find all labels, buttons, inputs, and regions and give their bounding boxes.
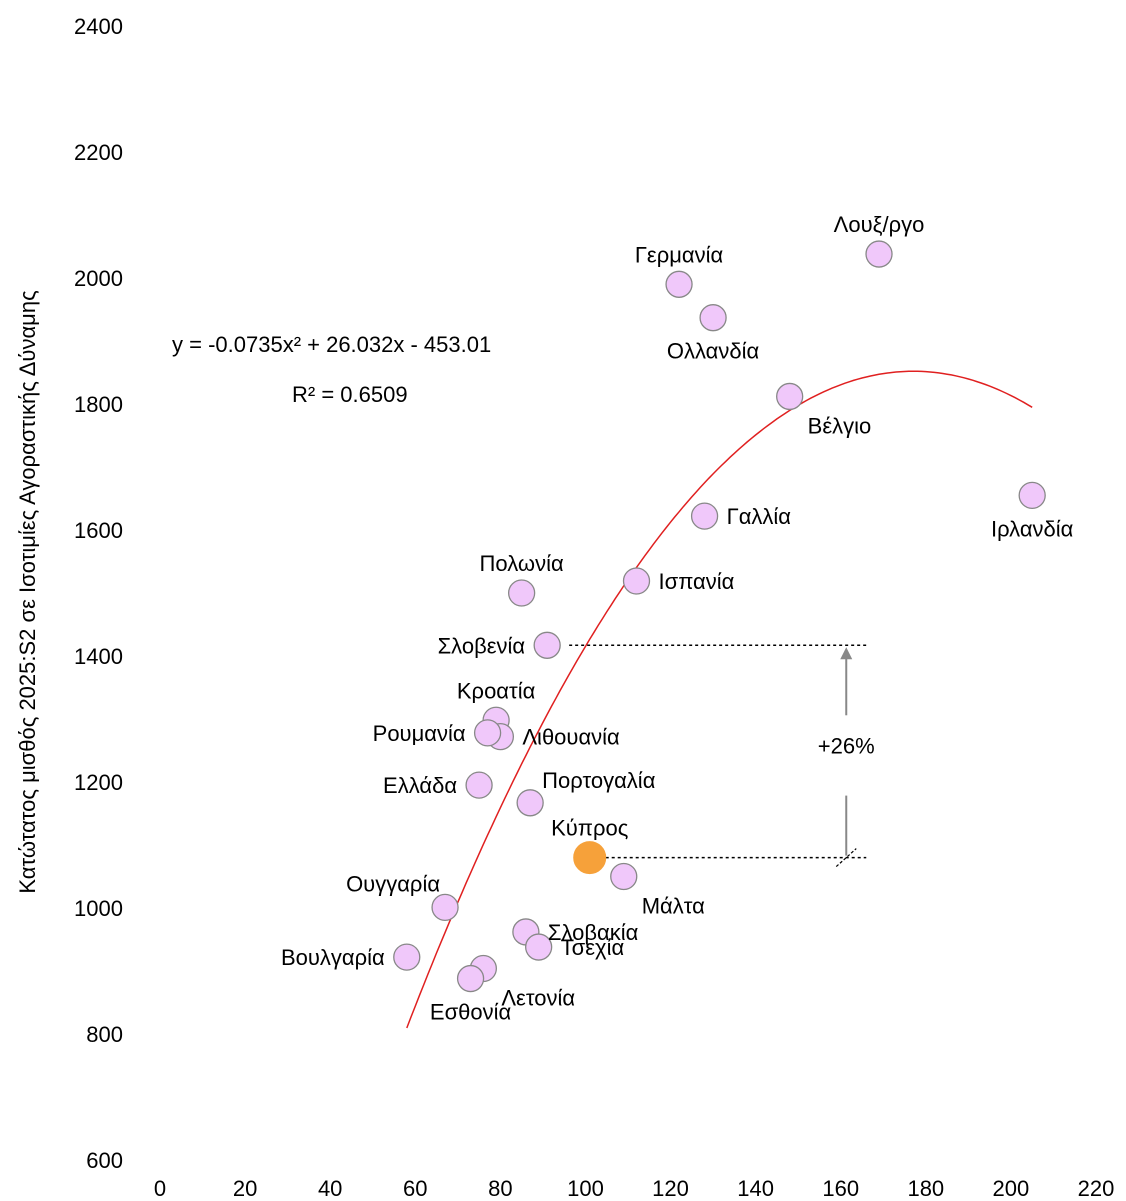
point-label: Σλοβενία: [438, 633, 526, 658]
y-tick-label: 800: [86, 1022, 123, 1047]
x-tick-label: 60: [403, 1176, 427, 1201]
point-label: Ρουμανία: [373, 721, 466, 746]
y-axis-ticks: 2400 2200 2000 1800 1600 1400 1200 1000 800 600: [74, 14, 123, 1173]
data-point: [431, 893, 459, 922]
point-label: Πολωνία: [480, 551, 564, 576]
point-label: Βουλγαρία: [281, 945, 385, 970]
data-point: [865, 240, 893, 268]
point-label: Ελλάδα: [383, 773, 457, 798]
x-tick-label: 80: [488, 1176, 512, 1201]
gap-annotation: +26%: [569, 644, 875, 868]
point-label: Ολλανδία: [667, 339, 760, 364]
data-point: [610, 862, 638, 891]
data-points: [393, 240, 1046, 993]
data-point: [465, 771, 493, 799]
trend-equation: y = -0.0735x² + 26.032x - 453.01: [172, 332, 491, 357]
y-tick-label: 1000: [74, 896, 123, 921]
y-tick-label: 1400: [74, 644, 123, 669]
point-label: Λιθουανία: [522, 725, 620, 750]
x-tick-label: 0: [154, 1176, 166, 1201]
point-label: Λουξ/ργο: [834, 212, 925, 237]
data-point: [525, 933, 553, 961]
data-point: [776, 382, 804, 411]
point-label: Λετονία: [501, 985, 575, 1010]
y-tick-label: 1200: [74, 770, 123, 795]
y-tick-label: 2000: [74, 266, 123, 291]
trendline: [406, 370, 1033, 1029]
point-labels: Λουξ/ργο Γερμανία Ολλανδία Βέλγιο Ιρλανδία Γα…: [281, 212, 1074, 1025]
x-tick-label: 200: [993, 1176, 1030, 1201]
point-label: Γαλλία: [727, 504, 792, 529]
x-tick-label: 100: [567, 1176, 604, 1201]
y-tick-label: 1800: [74, 392, 123, 417]
data-point: [516, 789, 544, 817]
point-label: Βέλγιο: [808, 413, 872, 438]
point-label: Κύπρος: [551, 816, 628, 841]
highlight-point: [573, 841, 607, 875]
y-tick-label: 2200: [74, 140, 123, 165]
x-tick-label: 120: [652, 1176, 689, 1201]
point-label: Ισπανία: [659, 569, 735, 594]
x-tick-label: 160: [822, 1176, 859, 1201]
point-label: Τσεχία: [561, 935, 625, 960]
data-point: [699, 304, 727, 332]
point-label: Κροατία: [457, 678, 536, 703]
arrow-tail-mark: [835, 848, 857, 868]
data-point: [1018, 481, 1046, 510]
y-tick-label: 600: [86, 1148, 123, 1173]
y-axis-label-group: Κατώτατος μισθός 2025:S2 σε Ισοτιμίες Αγ…: [15, 290, 40, 893]
arrow-head: [840, 647, 853, 660]
data-point: [393, 943, 421, 971]
y-tick-label: 2400: [74, 14, 123, 39]
data-point: [473, 719, 502, 747]
point-label: Γερμανία: [635, 242, 724, 267]
data-point: [456, 964, 485, 993]
data-point: [690, 502, 719, 530]
y-axis-label: Κατώτατος μισθός 2025:S2 σε Ισοτιμίες Αγ…: [15, 290, 40, 893]
x-tick-label: 40: [318, 1176, 342, 1201]
point-label: Εσθονία: [430, 1000, 512, 1025]
x-tick-label: 20: [233, 1176, 257, 1201]
data-point: [622, 567, 651, 595]
x-tick-label: 220: [1078, 1176, 1115, 1201]
data-point: [533, 631, 561, 659]
x-axis-ticks: 0 20 40 60 80 100 120 140 160 180 200 220: [154, 1176, 1114, 1201]
data-point: [507, 579, 536, 607]
gap-label: +26%: [818, 733, 875, 758]
x-tick-label: 180: [907, 1176, 944, 1201]
data-point: [665, 270, 693, 298]
trend-r2: R² = 0.6509: [292, 382, 408, 407]
point-label: Σλοβακία: [548, 920, 639, 945]
point-label: Πορτογαλία: [542, 768, 656, 793]
point-label: Ιρλανδία: [991, 516, 1074, 541]
point-label: Μάλτα: [642, 894, 705, 919]
x-tick-label: 140: [737, 1176, 774, 1201]
y-tick-label: 1600: [74, 518, 123, 543]
point-label: Ουγγαρία: [346, 871, 440, 896]
